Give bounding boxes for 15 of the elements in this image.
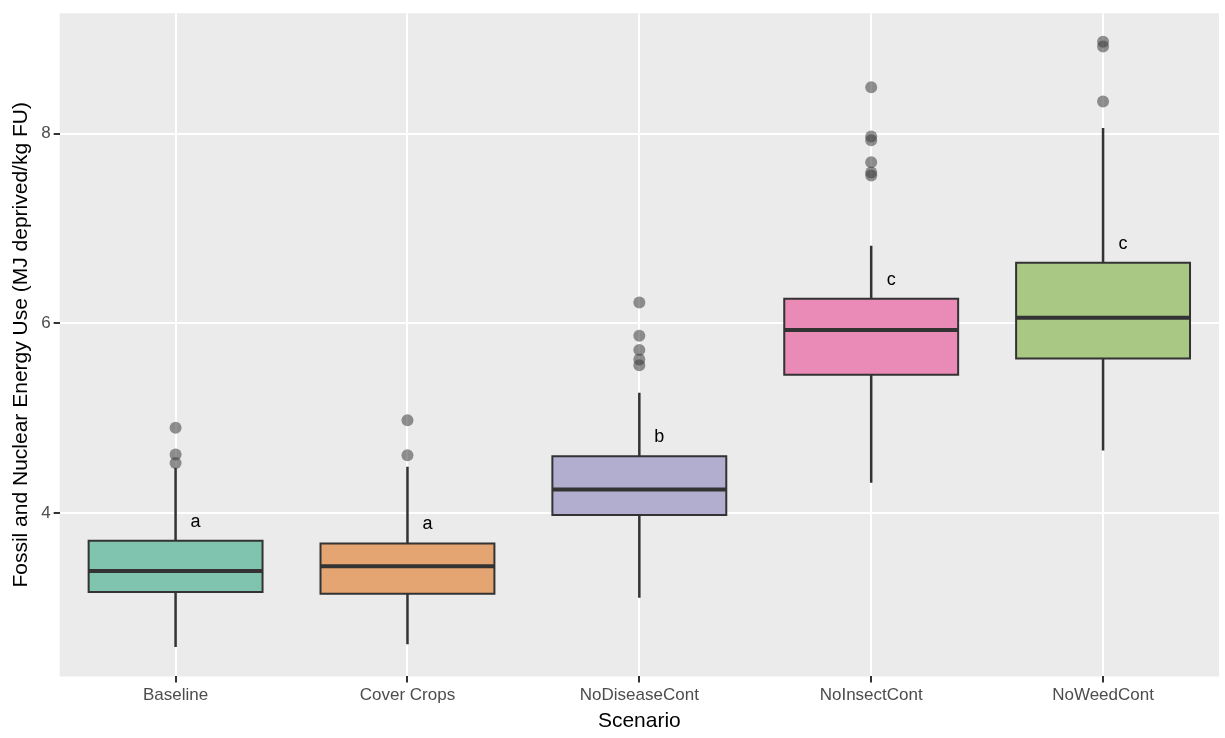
x-tick-label: Baseline	[142, 685, 209, 705]
annotation: a	[190, 510, 202, 531]
annotation: b	[654, 426, 665, 447]
x-tick-label: NoInsectCont	[819, 685, 923, 705]
y-tick-label: 4	[41, 502, 51, 522]
x-tick-label: NoDiseaseCont	[579, 685, 700, 705]
annotation: a	[422, 512, 434, 533]
y-tick-label: 6	[41, 313, 51, 333]
x-axis-title: Scenario	[597, 708, 681, 732]
y-axis-title: Fossil and Nuclear Energy Use (MJ deprived/kg FU)	[8, 102, 32, 588]
y-tick-label: 8	[41, 123, 51, 143]
annotation: c	[1118, 232, 1128, 253]
x-tick-label: Cover Crops	[359, 685, 456, 705]
x-tick-label: NoWeedCont	[1052, 685, 1155, 705]
annotation: c	[886, 268, 896, 289]
